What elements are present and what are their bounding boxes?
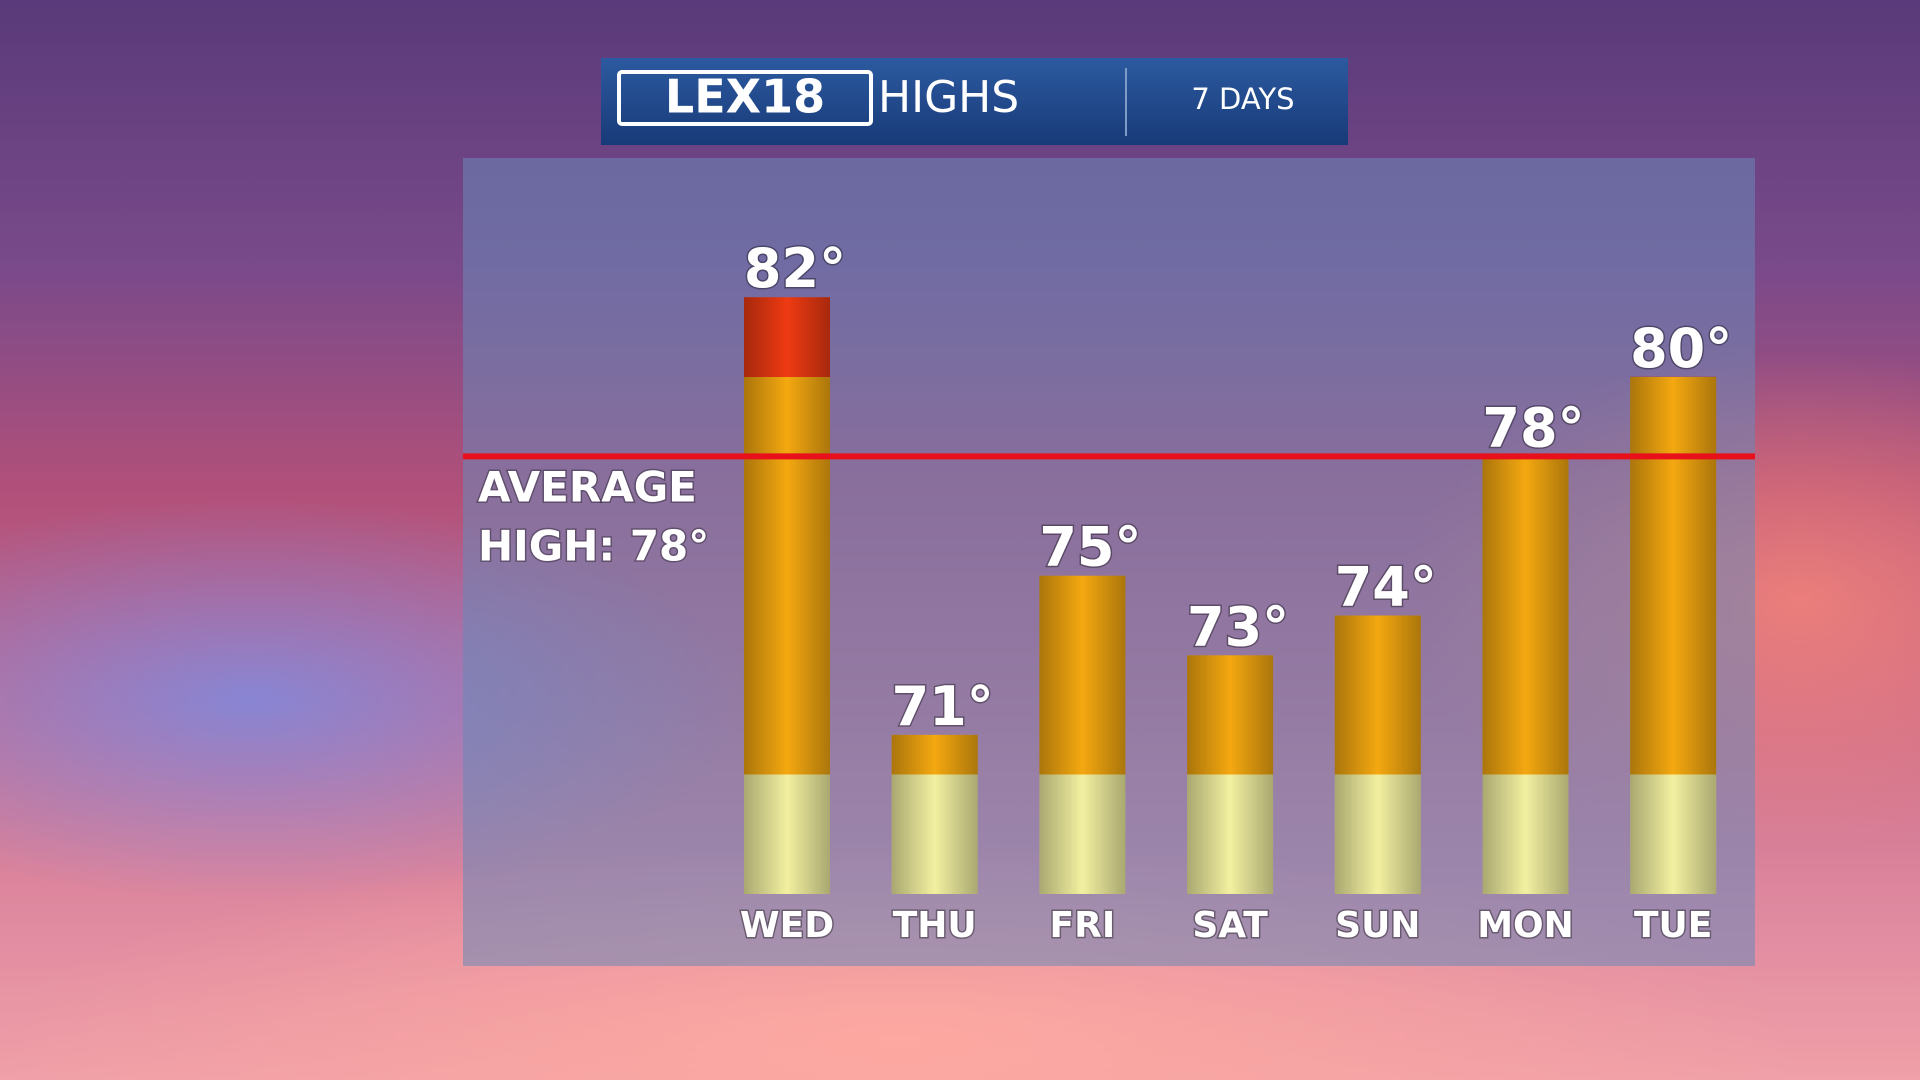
logo: LEX18	[665, 70, 825, 124]
bar-shade	[744, 297, 830, 894]
average-label: HIGH: 78°	[478, 521, 709, 570]
plot-area: 82° WED 71° THU 75° FRI 73° SAT 74° SUN 78° MON 80° T…	[463, 236, 1755, 948]
bar-shade	[891, 734, 978, 894]
title: HIGHS	[878, 72, 1019, 123]
value-label: 80°	[1630, 317, 1732, 380]
x-tick-label: FRI	[1050, 905, 1116, 946]
bar-shade	[1334, 615, 1421, 894]
logo-frame	[617, 70, 873, 126]
value-label: 73°	[1187, 595, 1289, 658]
value-label: 78°	[1482, 396, 1584, 459]
x-tick-label: TUE	[1634, 905, 1712, 946]
bar-shade	[1482, 456, 1569, 894]
value-label: 75°	[1039, 516, 1141, 579]
value-label: 71°	[892, 675, 994, 738]
x-tick-label: MON	[1477, 905, 1574, 946]
bar-shade	[1039, 575, 1126, 894]
x-tick-label: SAT	[1192, 905, 1268, 946]
bar-shade	[1187, 655, 1274, 894]
bar-shade	[1630, 376, 1717, 895]
subtitle: 7 DAYS	[1191, 82, 1294, 116]
value-label: 74°	[1335, 556, 1437, 619]
average-label: AVERAGE	[478, 462, 697, 511]
value-label: 82°	[744, 237, 846, 300]
x-tick-label: WED	[740, 905, 834, 946]
x-tick-label: THU	[893, 905, 977, 946]
x-tick-label: SUN	[1335, 905, 1420, 946]
